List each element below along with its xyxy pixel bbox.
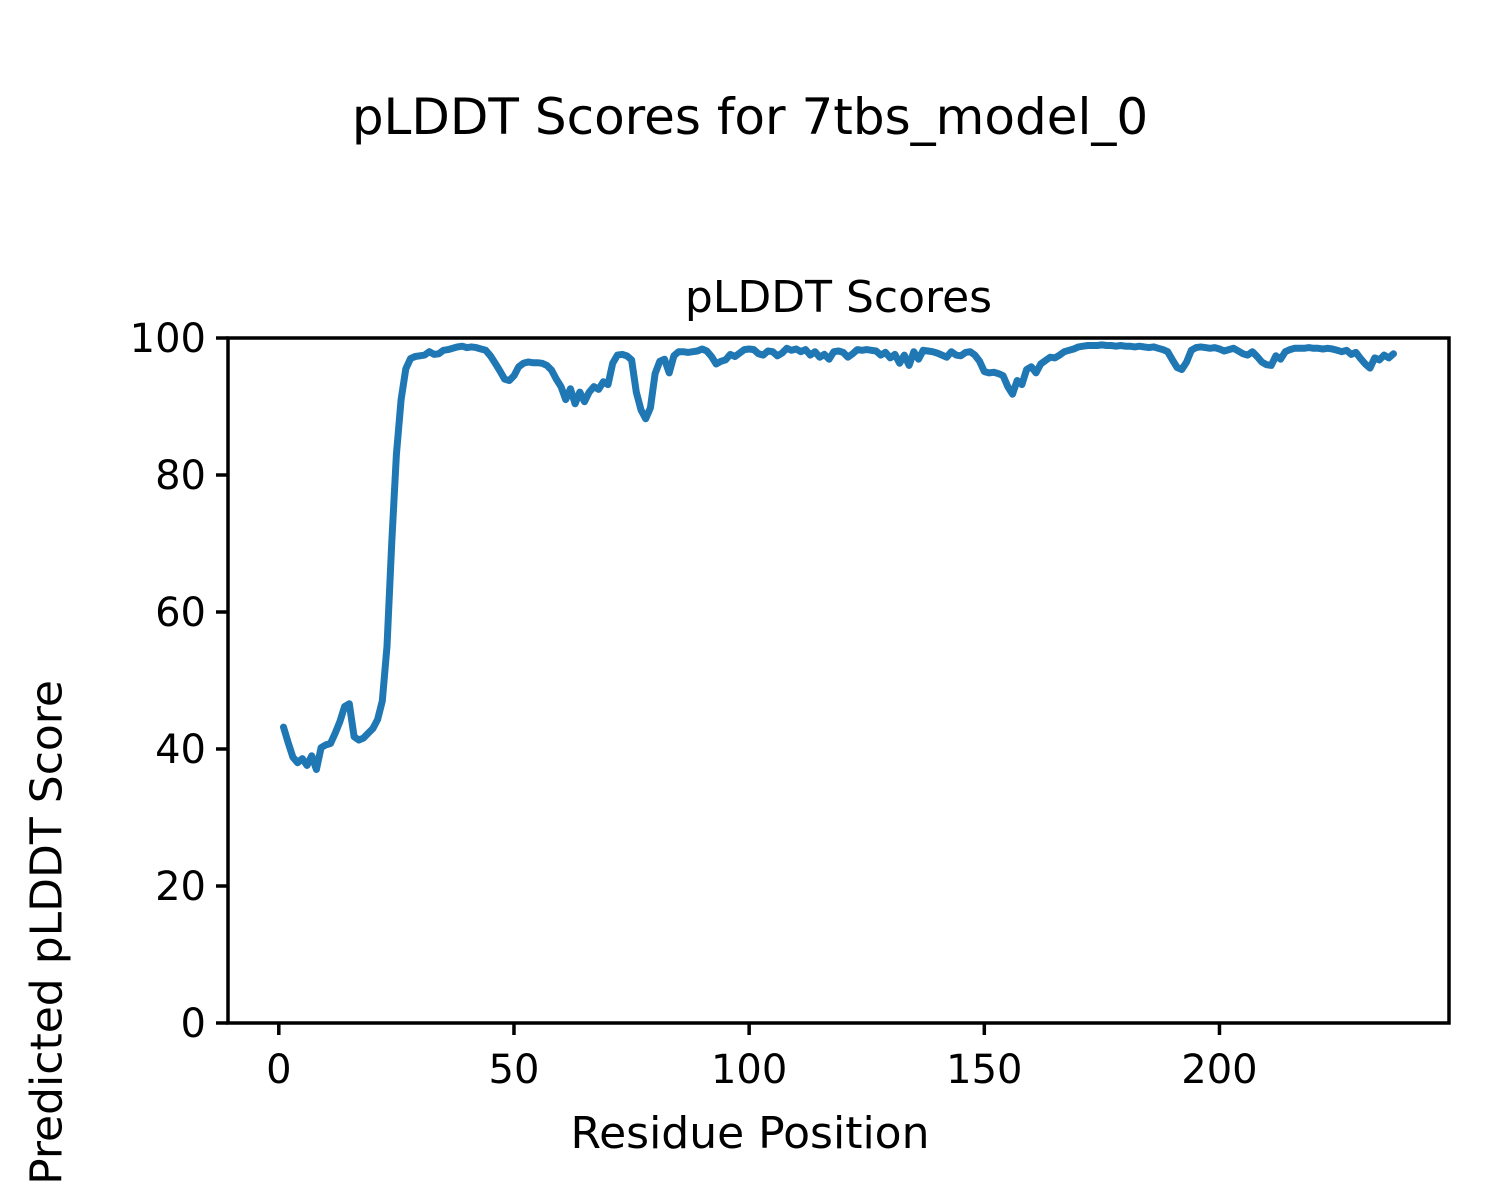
y-tick-label: 20: [155, 864, 206, 910]
y-tick-label: 0: [181, 1001, 206, 1047]
x-tick-label: 50: [489, 1047, 540, 1093]
axes-title: pLDDT Scores: [684, 272, 993, 323]
figure-title: pLDDT Scores for 7tbs_model_0: [351, 88, 1149, 146]
y-tick-label: 80: [155, 453, 206, 499]
y-tick-label: 40: [155, 727, 206, 773]
x-tick-label: 150: [946, 1047, 1022, 1093]
line-layer: [280, 341, 1397, 773]
x-tick-label: 0: [266, 1047, 291, 1093]
x-tick-label: 200: [1181, 1047, 1257, 1093]
y-tick-label: 100: [130, 316, 206, 362]
x-tick-label: 100: [711, 1047, 787, 1093]
plddt-line: [280, 341, 1397, 773]
ticks-layer: 0 50 100 150 200 0 20 40 60 80 100: [130, 316, 1258, 1093]
y-tick-label: 60: [155, 590, 206, 636]
x-axis-label: Residue Position: [570, 1108, 930, 1159]
plot-area: [226, 336, 1451, 1025]
